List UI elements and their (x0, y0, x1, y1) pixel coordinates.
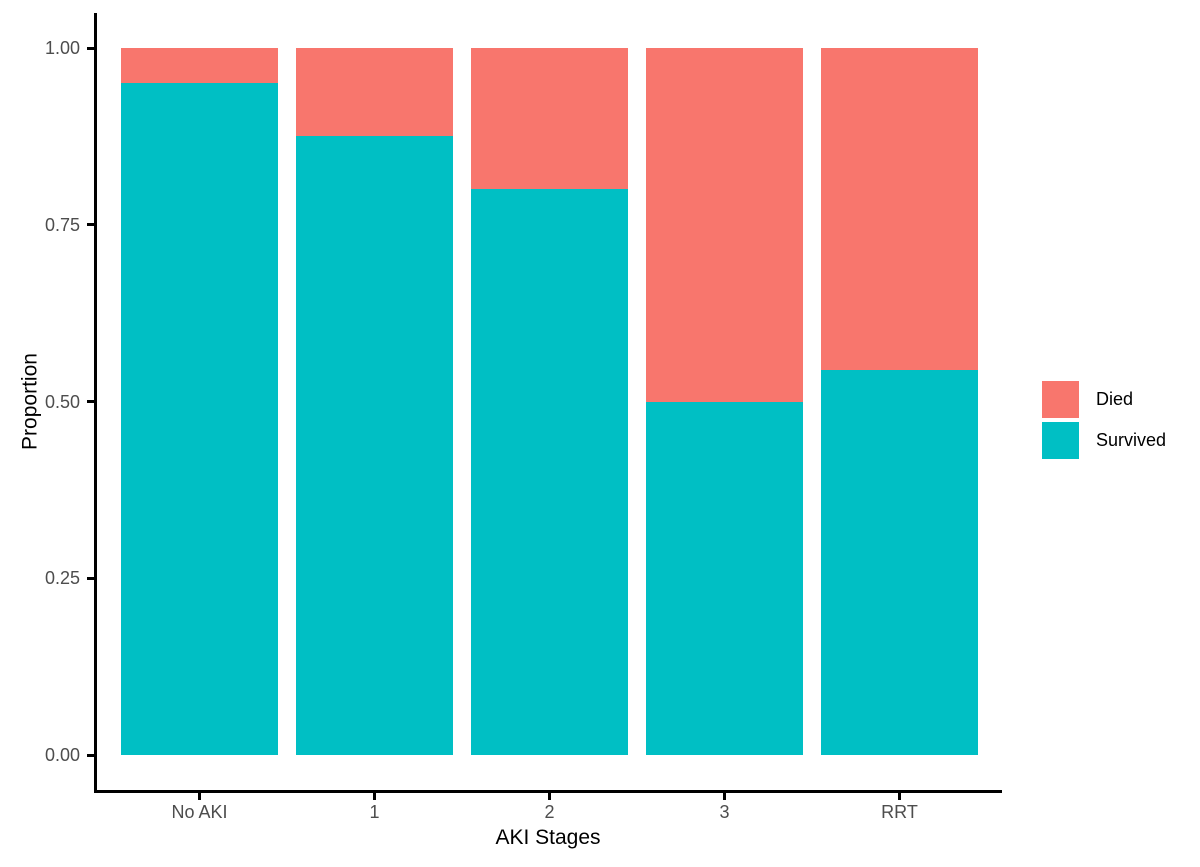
bar-segment-died-1 (296, 48, 453, 137)
x-tick-label: 3 (719, 802, 730, 822)
y-axis-line (94, 13, 97, 793)
x-axis-line (94, 790, 1002, 793)
legend-swatch-survived (1042, 422, 1079, 459)
x-tick-label: RRT (881, 802, 918, 822)
y-tick-label: 1.00 (44, 38, 80, 58)
bar-segment-survived-rrt (821, 369, 978, 755)
bar-segment-died-2 (471, 48, 628, 190)
legend-label-died: Died (1096, 389, 1134, 409)
bar-segment-died-3 (646, 48, 803, 402)
bar-segment-survived-2 (471, 189, 628, 755)
x-tick-mark (723, 793, 726, 800)
legend-swatch-died (1042, 381, 1079, 418)
y-tick-mark (87, 576, 94, 580)
y-tick-mark (87, 400, 94, 403)
bar-segment-survived-1 (296, 136, 453, 755)
x-tick-label: 2 (544, 802, 555, 822)
bar-segment-survived-3 (646, 401, 803, 755)
y-tick-mark (87, 223, 94, 227)
legend-label-survived: Survived (1096, 430, 1167, 450)
y-tick-label: 0.00 (44, 745, 80, 765)
x-axis-title: AKI Stages (495, 826, 601, 849)
x-tick-mark (198, 793, 201, 800)
x-tick-label: 1 (369, 802, 380, 822)
y-tick-label: 0.75 (44, 214, 80, 235)
bar-segment-survived-no-aki (121, 83, 278, 755)
y-tick-mark (87, 753, 94, 757)
bar-segment-died-no-aki (121, 48, 278, 84)
x-tick-mark (373, 793, 376, 800)
y-tick-label: 0.25 (44, 568, 80, 589)
y-tick-label: 0.50 (44, 391, 80, 412)
legend: Died Survived (1042, 381, 1200, 461)
y-axis-title: Proportion (18, 353, 42, 450)
x-tick-label: No AKI (171, 802, 228, 822)
x-tick-mark (548, 793, 551, 800)
bar-segment-died-rrt (821, 48, 978, 370)
x-tick-mark (898, 793, 901, 800)
y-tick-mark (87, 46, 94, 50)
